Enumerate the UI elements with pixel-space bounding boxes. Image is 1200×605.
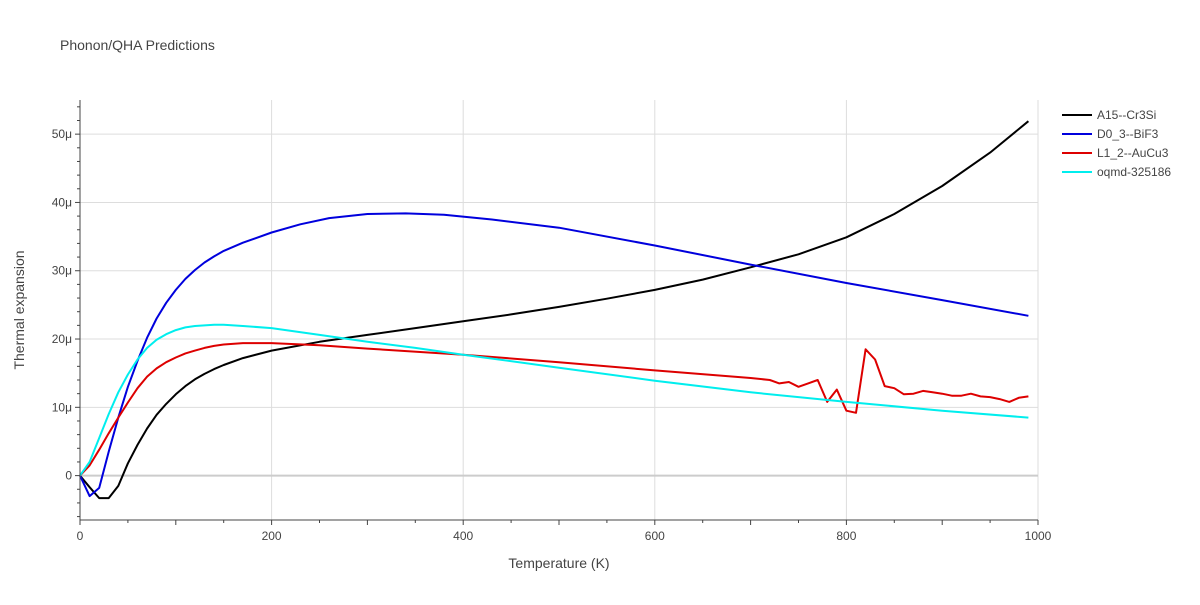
series-line-0 — [79, 120, 1030, 500]
axes: 0 200 400 600 800 1000 0 10μ 20μ 30μ 40μ 50μ — [52, 100, 1052, 543]
legend-label: L1_2--AuCu3 — [1097, 146, 1169, 160]
series-line-1 — [79, 212, 1029, 498]
series-line-3 — [79, 323, 1029, 477]
y-tick-label: 30μ — [52, 264, 72, 278]
legend-item[interactable]: oqmd-325186 — [1062, 165, 1171, 179]
y-tick-label: 40μ — [52, 195, 72, 209]
x-tick-label: 200 — [262, 529, 282, 543]
x-tick-label: 400 — [453, 529, 473, 543]
y-tick-label: 20μ — [52, 332, 72, 346]
y-tick-label: 0 — [65, 469, 72, 483]
grid — [80, 100, 1039, 520]
y-tick-label: 10μ — [52, 400, 72, 414]
series-lines — [79, 120, 1030, 500]
y-tick-label: 50μ — [52, 127, 72, 141]
x-axis-label: Temperature (K) — [508, 555, 609, 571]
legend[interactable]: A15--Cr3Si D0_3--BiF3 L1_2--AuCu3 oqmd-3251… — [1062, 108, 1171, 179]
legend-item[interactable]: A15--Cr3Si — [1062, 108, 1156, 122]
legend-item[interactable]: L1_2--AuCu3 — [1062, 146, 1169, 160]
x-tick-label: 800 — [836, 529, 856, 543]
y-axis-label: Thermal expansion — [11, 250, 27, 369]
x-tick-label: 600 — [645, 529, 665, 543]
chart-title: Phonon/QHA Predictions — [60, 37, 215, 53]
legend-label: A15--Cr3Si — [1097, 108, 1156, 122]
x-tick-label: 1000 — [1025, 529, 1052, 543]
legend-label: D0_3--BiF3 — [1097, 127, 1159, 141]
series-line-2 — [79, 342, 1029, 477]
x-tick-label: 0 — [77, 529, 84, 543]
legend-item[interactable]: D0_3--BiF3 — [1062, 127, 1159, 141]
legend-label: oqmd-325186 — [1097, 165, 1171, 179]
